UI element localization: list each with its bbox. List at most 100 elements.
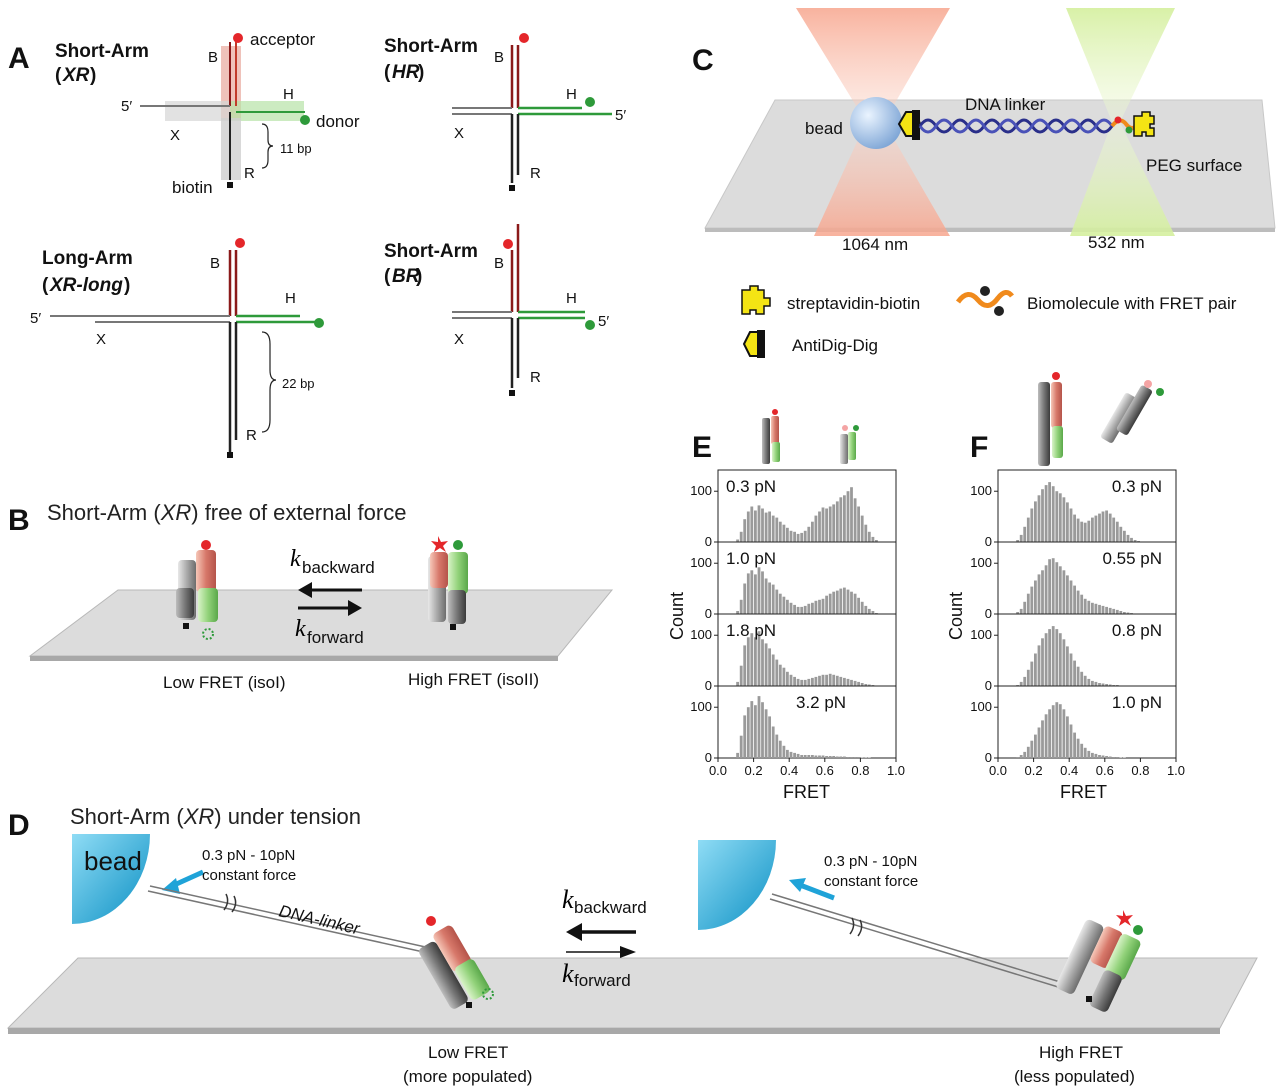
e-histogram-bar — [782, 667, 786, 686]
f-histogram-bar — [1112, 608, 1116, 614]
d-force-right: 0.3 pN - 10pN — [824, 853, 917, 870]
f-histogram-bar — [1037, 574, 1041, 614]
e-histogram-bar — [746, 573, 750, 614]
f-subplot-frame — [997, 685, 1177, 759]
f-histogram-bar — [1094, 681, 1098, 686]
f-histogram-bar — [1030, 586, 1034, 614]
legend-antidig-block — [757, 330, 765, 358]
f-ylabel: Count — [946, 592, 966, 640]
f-histogram-bar — [1034, 580, 1037, 614]
e-icon-high — [840, 425, 859, 464]
e-histogram-bar — [764, 709, 768, 758]
e-histogram-bar — [750, 701, 754, 758]
hr-title: Short-Arm — [384, 36, 478, 57]
d-high-label-1: High FRET — [1039, 1043, 1123, 1062]
b-low-cyl-h — [198, 588, 218, 622]
f-icon-high — [1101, 380, 1164, 443]
e-histogram-bar — [835, 501, 839, 542]
e-ytick-label: 0 — [705, 534, 712, 549]
e-histogram-bar — [839, 756, 843, 758]
e-histogram-bar — [736, 539, 739, 542]
e-force-label: 0.3 pN — [726, 477, 776, 496]
d-high-donor — [1133, 925, 1143, 935]
e-histogram-bar — [793, 604, 796, 614]
f-histogram-bar — [1083, 747, 1087, 758]
f-xtick-label: 0.0 — [989, 763, 1007, 778]
e-histogram-bar — [828, 506, 832, 542]
e-ytick-label: 100 — [690, 699, 712, 714]
e-histogram-bar — [775, 589, 779, 614]
e-histogram-bar — [746, 637, 750, 686]
f-histogram-bar — [1069, 508, 1073, 542]
f-histogram-bar — [1023, 526, 1027, 542]
d-low-biotin — [466, 1002, 472, 1008]
e-xlabel: FRET — [783, 782, 830, 802]
panel-f: F Count FRET 0 100 0.3 pN 0 100 0.55 pN 0 100 0.… — [946, 372, 1185, 802]
f-histogram-bar — [1098, 755, 1101, 758]
f-histogram-bar — [1119, 757, 1123, 758]
b-high-biotin — [450, 624, 456, 630]
e-histogram-bar — [757, 567, 761, 614]
panel-label-b: B — [8, 504, 30, 537]
e-histogram-bar — [800, 679, 804, 686]
long-biotin-mark — [227, 452, 233, 458]
e-histogram-bar — [778, 740, 782, 758]
e-histogram-bar — [736, 681, 739, 686]
f-histogram-bar — [1048, 559, 1051, 614]
f-histogram-bar — [1066, 646, 1069, 686]
e-histogram-bar — [803, 755, 807, 758]
e-histogram-bar — [775, 517, 779, 542]
e-histogram-bar — [857, 597, 860, 614]
f-histogram-bar — [1041, 489, 1044, 542]
f-histogram-bar — [1066, 575, 1069, 614]
f-force-label: 0.8 pN — [1112, 621, 1162, 640]
f-histogram-bar — [1069, 653, 1073, 686]
f-histogram-bar — [1091, 602, 1094, 614]
e-histogram-bar — [800, 532, 804, 542]
e-xtick-label: 0.6 — [816, 763, 834, 778]
panel-label-d: D — [8, 809, 30, 842]
f-histogram-bar — [1034, 734, 1037, 758]
xr-donor-label: donor — [316, 112, 360, 131]
f-histogram-bar — [1105, 606, 1108, 614]
e-histogram-bar — [789, 602, 793, 614]
f-xtick-label: 0.8 — [1131, 763, 1149, 778]
panel-e: E Count FRET 0 100 0.3 pN 0 100 1.0 pN 0 100 1.8… — [667, 409, 905, 802]
f-histogram-bar — [1058, 493, 1062, 542]
e-histogram-bar — [860, 601, 864, 614]
e-histogram-bar — [821, 755, 825, 758]
e-histogram-bar — [843, 756, 846, 758]
d-force-arrow-right-head — [789, 878, 806, 892]
d-arrow-back-head — [566, 923, 582, 941]
f-histogram-bar — [1016, 757, 1019, 758]
f-histogram-bar — [1066, 502, 1069, 542]
f-histogram-bar — [1073, 732, 1076, 758]
f-histogram-bar — [1062, 570, 1066, 614]
f-histogram-bar — [1030, 740, 1034, 758]
e-histogram-bar — [875, 540, 878, 542]
e-ytick-label: 100 — [690, 627, 712, 642]
e-histogram-bar — [789, 751, 793, 758]
b-high-cyl-b — [430, 552, 448, 588]
e-histogram-bar — [739, 735, 743, 758]
br-paren-open: ( — [384, 266, 391, 287]
e-icon-high-donor — [853, 425, 859, 431]
d-low-acceptor — [426, 916, 436, 926]
br-x-label: X — [454, 331, 464, 348]
xr-x-label: X — [170, 127, 180, 144]
e-histogram-bar — [814, 755, 818, 758]
b-low-acceptor — [201, 540, 211, 550]
e-xtick-label: 0.8 — [851, 763, 869, 778]
f-histogram-bar — [1044, 485, 1048, 542]
f-histogram-bar — [1115, 609, 1119, 614]
f-ytick-label: 100 — [970, 699, 992, 714]
c-dna-linker-2 — [918, 118, 1114, 134]
f-histogram-bar — [1044, 565, 1048, 614]
f-histogram-bar — [1108, 607, 1112, 614]
d-k-fwd: k — [562, 959, 574, 988]
e-histogram-bar — [871, 611, 875, 614]
f-histogram-bar — [1051, 626, 1055, 686]
e-histogram-bar — [800, 606, 804, 614]
e-force-label: 3.2 pN — [796, 693, 846, 712]
junction-long: Long-Arm ( XR-long ) B H X R 5′ 22 bp — [30, 238, 324, 458]
